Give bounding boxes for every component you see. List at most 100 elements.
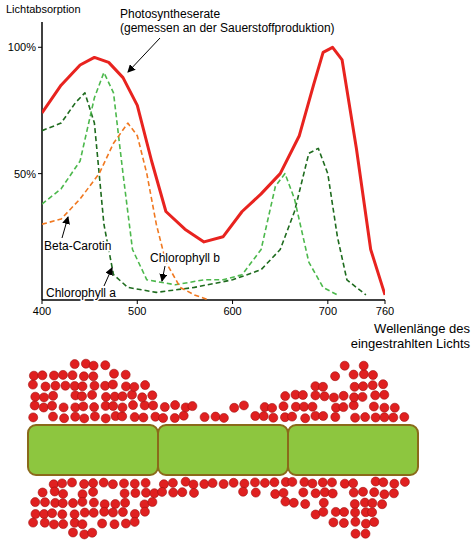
series-label: Chlorophyll a [46, 286, 116, 300]
series-line [42, 123, 209, 300]
bacterium [389, 413, 398, 422]
bacterium [29, 413, 38, 422]
bacterium [319, 498, 328, 507]
bacterium [380, 490, 389, 499]
bacterium [49, 412, 58, 421]
bacterium [279, 402, 288, 411]
bacterium [281, 392, 290, 401]
bacterium [331, 372, 340, 381]
bacterium [301, 500, 310, 509]
bacterium [279, 488, 288, 497]
bacterium [38, 488, 47, 497]
bacterium [251, 478, 260, 487]
bacterium [268, 403, 277, 412]
bacterium [361, 413, 370, 422]
bacterium [130, 382, 139, 391]
bacterium [109, 508, 118, 517]
bacterium [129, 401, 138, 410]
bacterium [31, 510, 40, 519]
bacterium [359, 370, 368, 379]
bacterium [50, 520, 59, 529]
bacterium [159, 414, 168, 423]
bacterium [351, 529, 360, 538]
bacterium [128, 390, 137, 399]
bacterium [368, 499, 377, 508]
bacterium [370, 488, 379, 497]
bacterium [89, 361, 98, 370]
bacterium [211, 412, 220, 421]
bacterium [111, 500, 120, 509]
bacterium [369, 402, 378, 411]
bacterium [311, 489, 320, 498]
bacterium [308, 402, 317, 411]
bacterium [229, 478, 238, 487]
bacterium [50, 487, 59, 496]
x-tick [327, 300, 328, 304]
bacterium [230, 403, 239, 412]
x-tick [385, 300, 386, 304]
bacterium [390, 403, 399, 412]
bacterium [138, 393, 147, 402]
bacterium [358, 392, 367, 401]
bacterium [359, 382, 368, 391]
bacterium [308, 479, 317, 488]
bacterium [239, 487, 248, 496]
series-label: Chlorophyll b [150, 251, 220, 265]
bacterium [299, 488, 308, 497]
bacterium [190, 488, 199, 497]
bacterium [101, 361, 110, 370]
series-line [42, 47, 385, 295]
series-label: Beta-Carotin [44, 239, 111, 253]
bacterium [351, 517, 360, 526]
y-tick [38, 173, 42, 174]
bacterium [59, 520, 68, 529]
x-tick [232, 300, 233, 304]
bacterium [300, 402, 309, 411]
bacterium [121, 519, 130, 528]
x-tick [42, 300, 43, 304]
bacterium [78, 382, 87, 391]
bacterium [340, 361, 349, 370]
x-tick [137, 300, 138, 304]
bacterium [121, 498, 130, 507]
bacterium [259, 412, 268, 421]
bacterium [148, 391, 157, 400]
bacterium [339, 391, 348, 400]
bacterium [68, 478, 77, 487]
bacterium [58, 479, 67, 488]
bacterium [80, 480, 89, 489]
bacterium [371, 413, 380, 422]
bacterium [378, 500, 387, 509]
bacterium [400, 413, 409, 422]
bacterium [102, 392, 111, 401]
bacterium [100, 507, 109, 516]
bacterium [90, 403, 99, 412]
bacterium [41, 498, 50, 507]
bacterium [178, 488, 187, 497]
bacterium [380, 390, 389, 399]
bacterium [179, 411, 188, 420]
bacterium [130, 479, 139, 488]
bacterium [40, 510, 49, 519]
bacterium [89, 479, 98, 488]
bacterium [349, 401, 358, 410]
bacterium [139, 413, 148, 422]
bacterium [349, 488, 358, 497]
bacterium [78, 392, 87, 401]
bacterium [188, 402, 197, 411]
bacterium [110, 369, 119, 378]
bacterium [59, 403, 68, 412]
bacterium [291, 402, 300, 411]
bacterium [58, 510, 67, 519]
bacterium [101, 414, 110, 423]
bacterium [319, 507, 328, 516]
bacterium [51, 381, 60, 390]
bacterium [80, 414, 89, 423]
alga-cell [288, 425, 418, 475]
bacterium [339, 519, 348, 528]
bacterium [168, 478, 177, 487]
bacterium [369, 371, 378, 380]
bacterium [78, 520, 87, 529]
bacterium [288, 477, 297, 486]
bacterium [148, 498, 157, 507]
